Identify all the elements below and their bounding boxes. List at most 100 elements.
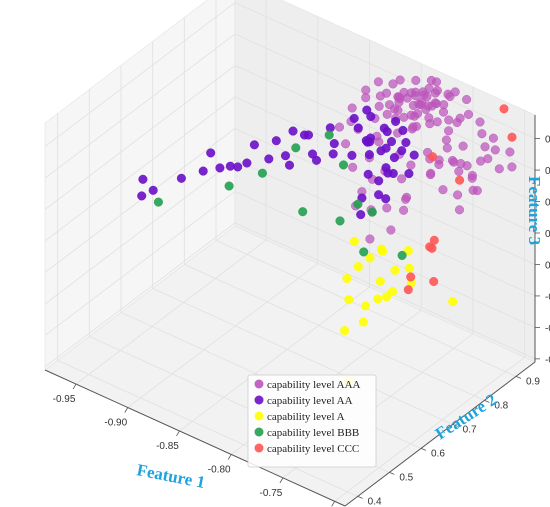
y-tick-mark xyxy=(484,400,490,403)
y-tick-label: 0.7 xyxy=(463,424,477,435)
data-point-series-0 xyxy=(382,109,392,119)
data-point-series-1 xyxy=(374,176,384,186)
data-point-series-0 xyxy=(414,99,424,109)
grid-line-x-floor xyxy=(127,263,319,408)
data-point-series-3 xyxy=(324,130,334,140)
data-point-series-2 xyxy=(378,246,388,256)
data-point-series-1 xyxy=(148,185,158,195)
data-point-series-0 xyxy=(494,164,504,174)
data-point-series-0 xyxy=(395,75,405,85)
data-point-series-0 xyxy=(406,160,416,170)
grid-line-x-floor xyxy=(179,286,370,432)
data-point-series-0 xyxy=(477,129,487,139)
data-point-series-0 xyxy=(397,174,407,184)
x-tick-mark xyxy=(176,430,180,437)
data-point-series-0 xyxy=(475,117,485,127)
data-point-series-1 xyxy=(249,140,259,150)
data-point-series-0 xyxy=(425,119,435,129)
data-point-series-2 xyxy=(360,301,371,311)
data-point-series-0 xyxy=(399,112,409,122)
data-point-series-3 xyxy=(257,168,267,178)
data-point-series-3 xyxy=(224,181,234,191)
data-point-series-2 xyxy=(381,292,392,302)
data-point-series-0 xyxy=(365,234,375,244)
data-point-series-0 xyxy=(431,77,442,87)
z-tick-label: -0.6 xyxy=(545,355,550,366)
data-point-series-1 xyxy=(376,146,386,156)
data-point-series-0 xyxy=(463,109,474,119)
data-point-series-1 xyxy=(137,191,147,201)
x-tick-mark xyxy=(331,501,335,507)
data-point-series-0 xyxy=(424,83,434,93)
tick-labels: -0.95-0.90-0.85-0.80-0.75-0.700.40.50.60… xyxy=(53,135,550,507)
data-point-series-4 xyxy=(428,152,438,162)
data-point-series-4 xyxy=(425,242,435,252)
x-tick-label: -0.85 xyxy=(156,441,179,452)
data-point-series-2 xyxy=(344,295,354,305)
data-point-series-2 xyxy=(403,246,413,256)
data-point-series-1 xyxy=(288,126,298,136)
data-point-series-0 xyxy=(441,135,451,145)
y-tick-mark xyxy=(389,472,395,475)
legend-item-aaa: capability level AAA xyxy=(254,379,361,391)
data-point-series-1 xyxy=(356,210,366,220)
grid-line-z-back xyxy=(234,191,536,328)
data-point-series-0 xyxy=(490,145,500,155)
data-point-series-0 xyxy=(408,122,418,132)
grid-line-z-left xyxy=(44,128,236,273)
data-point-series-0 xyxy=(394,97,404,107)
data-point-series-4 xyxy=(507,132,517,142)
axis-panes xyxy=(44,0,536,507)
data-point-series-3 xyxy=(397,250,407,260)
data-point-series-1 xyxy=(398,125,408,135)
data-point-series-0 xyxy=(444,115,454,125)
x-tick-label: -0.90 xyxy=(104,418,127,429)
data-point-series-0 xyxy=(444,126,454,136)
data-point-series-0 xyxy=(382,203,392,213)
data-point-series-0 xyxy=(432,117,442,127)
z-tick-label: 0.8 xyxy=(545,135,550,146)
data-point-series-0 xyxy=(388,79,398,89)
data-point-series-0 xyxy=(447,155,458,166)
data-point-series-1 xyxy=(329,139,339,149)
legend-marker-a xyxy=(254,411,264,421)
x-axis-title: Feature 1 xyxy=(135,460,206,492)
left-wall-pane xyxy=(44,0,236,371)
data-point-series-1 xyxy=(365,137,375,147)
data-point-series-1 xyxy=(138,174,148,184)
z-tick-label: -0.2 xyxy=(545,292,550,303)
data-point-series-4 xyxy=(499,104,509,114)
z-tick-label: -0.4 xyxy=(545,323,550,334)
y-tick-label: 0.5 xyxy=(399,472,413,483)
data-point-series-0 xyxy=(411,75,421,85)
data-point-series-2 xyxy=(387,286,398,297)
x-tick-label: -0.80 xyxy=(208,464,231,475)
data-point-series-1 xyxy=(198,166,208,176)
legend-label-aa: capability level AA xyxy=(267,395,353,407)
data-point-series-1 xyxy=(206,148,216,158)
legend-marker-aaa xyxy=(254,379,264,389)
y-tick-mark xyxy=(420,448,427,451)
data-point-series-3 xyxy=(291,143,301,153)
y-tick-mark xyxy=(452,424,458,427)
data-point-series-0 xyxy=(402,192,412,202)
data-point-series-0 xyxy=(426,168,436,178)
data-point-series-0 xyxy=(462,161,472,171)
y-axis-line xyxy=(344,361,536,507)
y-tick-label: 0.6 xyxy=(431,448,445,459)
data-point-series-0 xyxy=(373,77,383,87)
data-points xyxy=(137,75,517,386)
data-point-series-0 xyxy=(454,166,464,176)
data-point-series-0 xyxy=(422,92,432,102)
data-point-series-0 xyxy=(393,105,403,115)
legend-label-ccc: capability level CCC xyxy=(267,443,359,455)
data-point-series-1 xyxy=(383,168,393,178)
data-point-series-1 xyxy=(264,154,274,164)
data-point-series-1 xyxy=(381,194,391,204)
grid-line-z-back xyxy=(234,222,536,360)
data-point-series-0 xyxy=(409,111,420,121)
x-tick-mark xyxy=(72,383,77,390)
data-point-series-3 xyxy=(359,247,369,257)
data-point-series-0 xyxy=(438,185,448,195)
data-point-series-3 xyxy=(367,207,377,217)
